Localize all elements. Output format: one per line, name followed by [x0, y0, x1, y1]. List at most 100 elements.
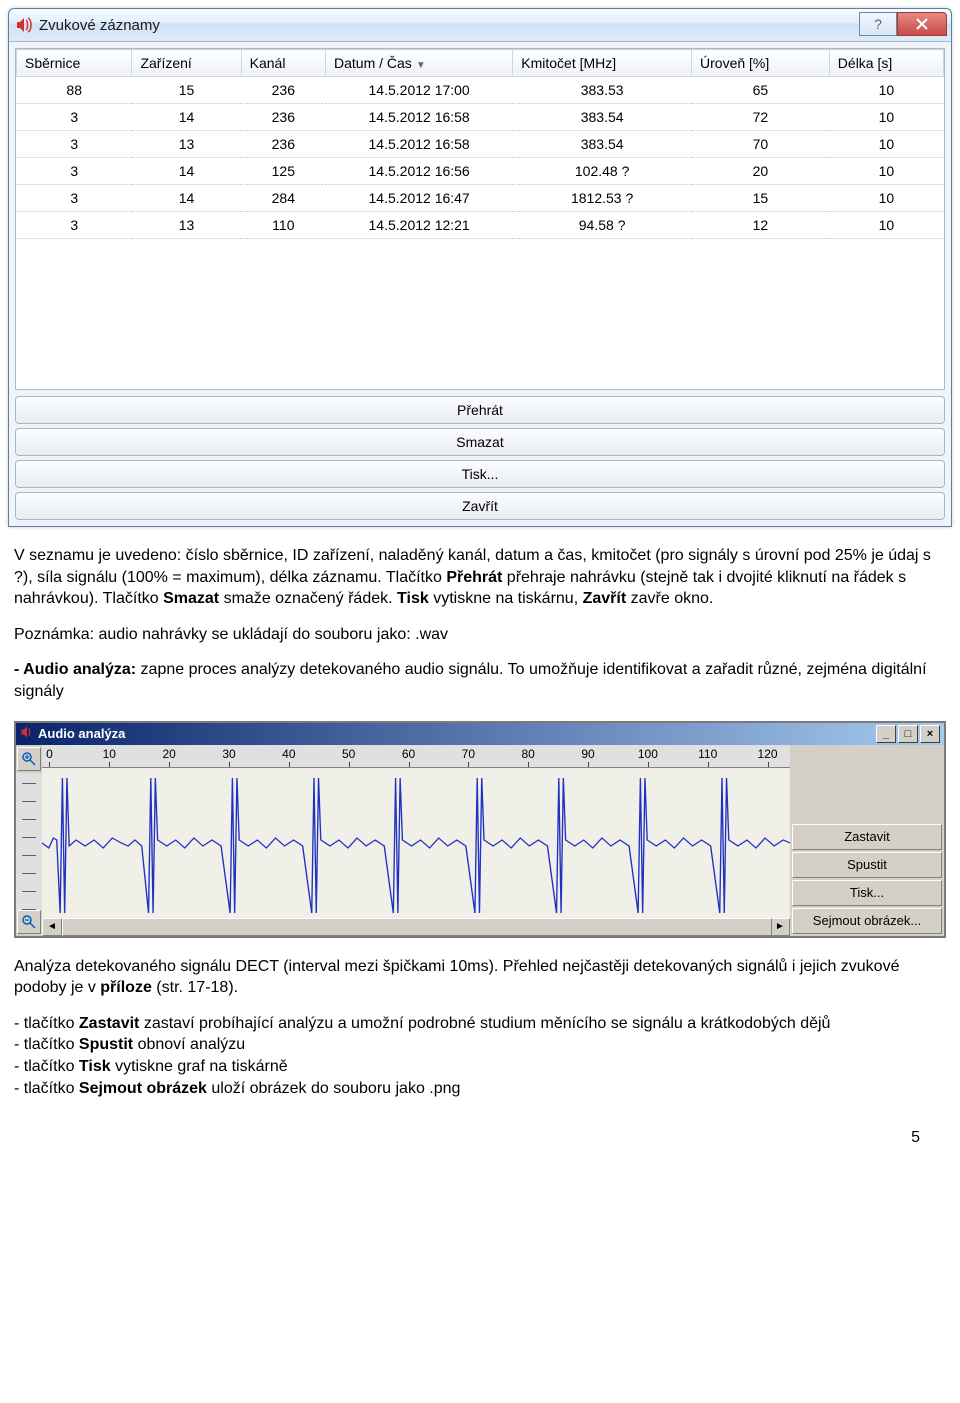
ruler-tick-label: 90: [581, 747, 594, 761]
column-header[interactable]: Kmitočet [MHz]: [513, 50, 692, 77]
ruler-tick-mark: [468, 762, 469, 767]
table-cell: 125: [241, 158, 325, 185]
column-header[interactable]: Datum / Čas▼: [326, 50, 513, 77]
print-button[interactable]: Tisk...: [15, 460, 945, 488]
ruler-tick-mark: [169, 762, 170, 767]
text: - tlačítko: [14, 1036, 79, 1053]
table-cell: 12: [692, 212, 830, 239]
zoom-out-button[interactable]: [17, 910, 41, 934]
column-header[interactable]: Úroveň [%]: [692, 50, 830, 77]
bold: příloze: [100, 979, 152, 996]
bold: Zastavit: [79, 1015, 139, 1032]
vertical-ruler: [16, 773, 42, 910]
table-header-row[interactable]: SběrniceZařízeníKanálDatum / Čas▼Kmitoče…: [17, 50, 944, 77]
scroll-track[interactable]: [62, 918, 770, 936]
table-cell: 10: [829, 77, 943, 104]
ruler-tick-mark: [528, 762, 529, 767]
table-cell: 383.53: [513, 77, 692, 104]
capture-image-button[interactable]: Sejmout obrázek...: [792, 908, 942, 934]
table-row[interactable]: 31323614.5.2012 16:58383.547010: [17, 131, 944, 158]
zoom-in-button[interactable]: [17, 747, 41, 771]
table-cell: 14.5.2012 17:00: [326, 77, 513, 104]
play-button[interactable]: Přehrát: [15, 396, 945, 424]
bold: Přehrát: [446, 569, 502, 586]
records-table-wrap: SběrniceZařízeníKanálDatum / Čas▼Kmitoče…: [15, 48, 945, 390]
table-cell: 236: [241, 77, 325, 104]
text: uloží obrázek do souboru jako .png: [207, 1080, 461, 1097]
table-cell: 10: [829, 185, 943, 212]
table-cell: 10: [829, 131, 943, 158]
table-row[interactable]: 31428414.5.2012 16:471812.53 ?1510: [17, 185, 944, 212]
table-row[interactable]: 31412514.5.2012 16:56102.48 ?2010: [17, 158, 944, 185]
table-row[interactable]: 881523614.5.2012 17:00383.536510: [17, 77, 944, 104]
table-cell: 70: [692, 131, 830, 158]
table-cell: 284: [241, 185, 325, 212]
print-button[interactable]: Tisk...: [792, 880, 942, 906]
window-title: Zvukové záznamy: [39, 17, 160, 34]
help-button[interactable]: ?: [859, 12, 897, 36]
text: vytiskne graf na tiskárně: [111, 1058, 288, 1075]
table-cell: 3: [17, 212, 132, 239]
window-body: SběrniceZařízeníKanálDatum / Čas▼Kmitoče…: [9, 42, 951, 526]
start-button[interactable]: Spustit: [792, 852, 942, 878]
scroll-left-button[interactable]: ◄: [42, 918, 62, 936]
table-cell: 10: [829, 212, 943, 239]
stop-button[interactable]: Zastavit: [792, 824, 942, 850]
table-cell: 14.5.2012 16:56: [326, 158, 513, 185]
table-row[interactable]: 31311014.5.2012 12:2194.58 ?1210: [17, 212, 944, 239]
column-header[interactable]: Sběrnice: [17, 50, 132, 77]
ruler-tick-label: 10: [103, 747, 116, 761]
vruler-tick: [22, 909, 36, 910]
vruler-tick: [22, 819, 36, 820]
spacer: [792, 747, 942, 822]
titlebar[interactable]: Audio analýza _ □ ×: [16, 723, 944, 745]
table-cell: 14: [132, 185, 241, 212]
window-controls: _ □ ×: [876, 725, 940, 743]
table-cell: 1812.53 ?: [513, 185, 692, 212]
bold: Spustit: [79, 1036, 133, 1053]
scroll-thumb[interactable]: [62, 918, 772, 936]
bold: Zavřít: [583, 590, 627, 607]
bullet-line: - tlačítko Sejmout obrázek uloží obrázek…: [14, 1078, 946, 1100]
chart-column: 0102030405060708090100110120 ◄ ►: [42, 745, 790, 936]
waveform-area[interactable]: [42, 768, 790, 918]
delete-button[interactable]: Smazat: [15, 428, 945, 456]
column-header[interactable]: Zařízení: [132, 50, 241, 77]
sort-arrow-icon: ▼: [416, 60, 426, 71]
vruler-tick: [22, 801, 36, 802]
table-cell: 14: [132, 104, 241, 131]
sound-records-window: Zvukové záznamy ? SběrniceZařízeníKanálD…: [8, 8, 952, 527]
bullet-line: - tlačítko Spustit obnoví analýzu: [14, 1034, 946, 1056]
note-line: Poznámka: audio nahrávky se ukládají do …: [14, 624, 946, 646]
table-cell: 20: [692, 158, 830, 185]
table-cell: 14.5.2012 16:47: [326, 185, 513, 212]
titlebar[interactable]: Zvukové záznamy ?: [9, 9, 951, 42]
maximize-button[interactable]: □: [898, 725, 918, 743]
paragraph: V seznamu je uvedeno: číslo sběrnice, ID…: [14, 545, 946, 610]
minimize-button[interactable]: _: [876, 725, 896, 743]
ruler-tick-label: 40: [282, 747, 295, 761]
table-cell: 14.5.2012 16:58: [326, 104, 513, 131]
ruler-tick-label: 100: [638, 747, 658, 761]
text: smaže označený řádek.: [219, 590, 397, 607]
close-button[interactable]: Zavřít: [15, 492, 945, 520]
ruler-tick-mark: [49, 762, 50, 767]
vruler-tick: [22, 783, 36, 784]
table-row[interactable]: 31423614.5.2012 16:58383.547210: [17, 104, 944, 131]
ruler-tick-mark: [289, 762, 290, 767]
table-body[interactable]: 881523614.5.2012 17:00383.53651031423614…: [17, 77, 944, 239]
bold: Smazat: [163, 590, 219, 607]
waveform-line: [42, 778, 790, 913]
window-controls: ?: [859, 12, 947, 36]
scroll-right-button[interactable]: ►: [770, 918, 790, 936]
bold: Sejmout obrázek: [79, 1080, 207, 1097]
close-button[interactable]: [897, 12, 947, 36]
horizontal-scrollbar[interactable]: ◄ ►: [42, 918, 790, 936]
table-cell: 14.5.2012 12:21: [326, 212, 513, 239]
bold: Tisk: [397, 590, 429, 607]
column-header[interactable]: Délka [s]: [829, 50, 943, 77]
column-header[interactable]: Kanál: [241, 50, 325, 77]
bold: Tisk: [79, 1058, 111, 1075]
close-button[interactable]: ×: [920, 725, 940, 743]
bullet-audio-analysis: - Audio analýza: zapne proces analýzy de…: [14, 659, 946, 702]
